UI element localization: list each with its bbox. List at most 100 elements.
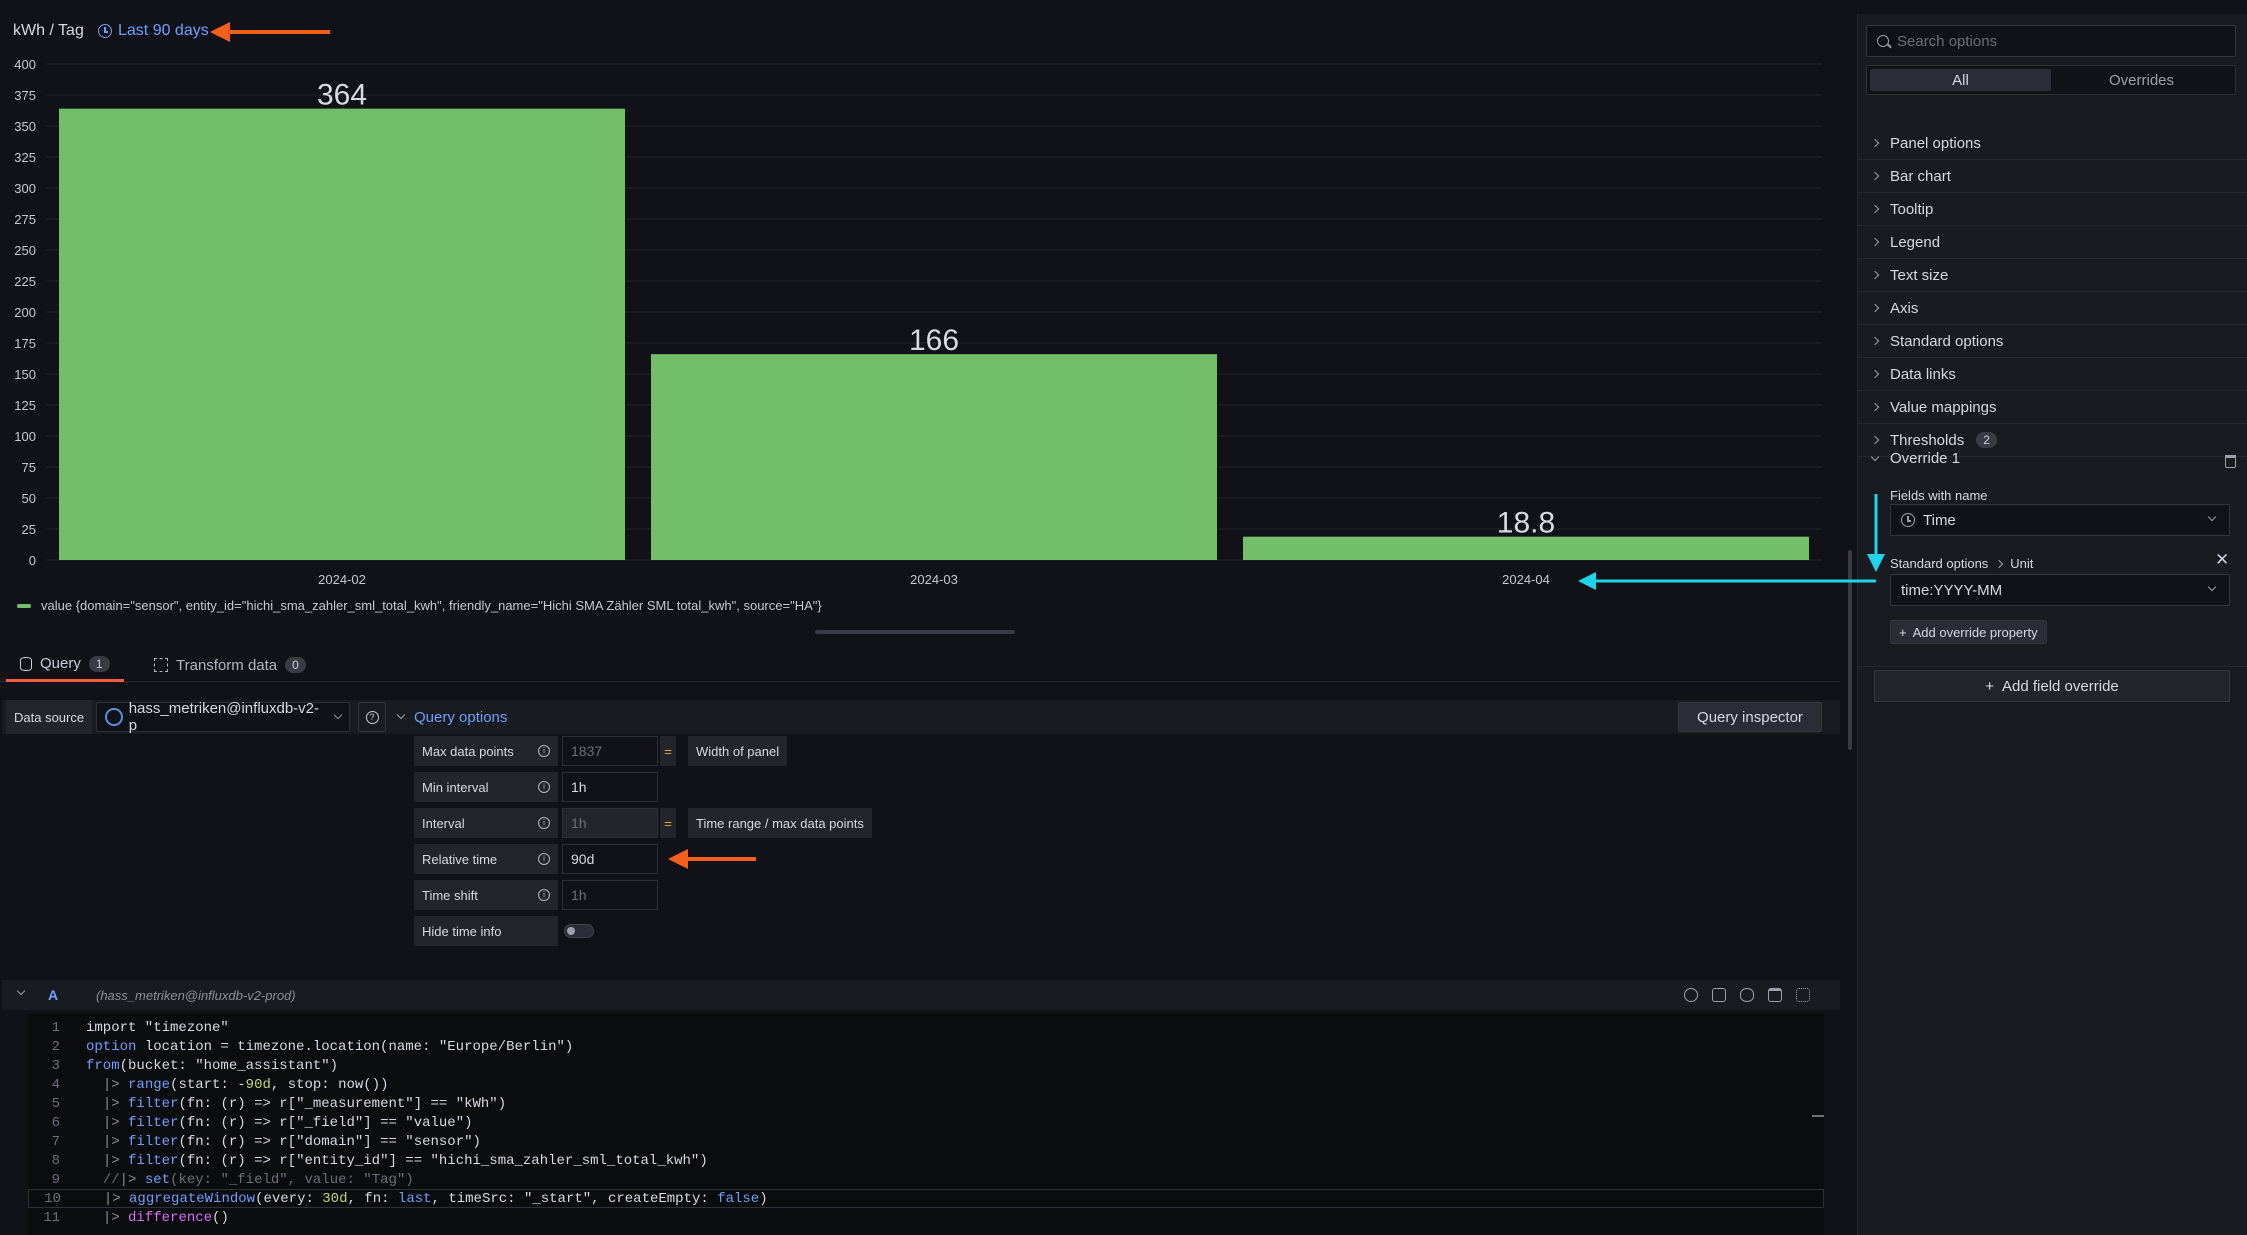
min-interval-input[interactable]: 1h	[562, 772, 658, 802]
bar-chart: 0 25 50 75 100 125 150 175 200 225 250 275 300 325 350…	[14, 57, 1822, 587]
equals-sign: =	[660, 736, 676, 766]
time-range-chip[interactable]: Last 90 days	[98, 22, 209, 40]
code-text: |> filter(fn: (r) => r["domain"] == "sen…	[102, 1133, 481, 1150]
code-line[interactable]: 10 |> aggregateWindow(every: 30d, fn: la…	[28, 1189, 1824, 1208]
y-tick-label: 100	[14, 429, 36, 444]
y-tick-label: 50	[22, 491, 36, 506]
query-options-toggle[interactable]: Query options	[396, 700, 507, 734]
code-line[interactable]: 1 import "timezone"	[28, 1018, 1824, 1037]
option-category-tooltip[interactable]: Tooltip	[1858, 193, 2247, 226]
relative-time-input[interactable]: 90d	[562, 844, 658, 874]
chevron-down-icon	[2207, 512, 2217, 522]
query-inspector-button[interactable]: Query inspector	[1678, 702, 1822, 732]
override-title: Override 1	[1890, 450, 1961, 467]
bar-value-label: 18.8	[1497, 507, 1555, 540]
code-line[interactable]: 5 |> filter(fn: (r) => r["_measurement"]…	[28, 1094, 1824, 1113]
code-line[interactable]: 8 |> filter(fn: (r) => r["entity_id"] ==…	[28, 1151, 1824, 1170]
override-1-header[interactable]: Override 1	[1858, 442, 2247, 475]
x-tick-label: 2024-03	[910, 572, 958, 587]
plus-icon: +	[1899, 624, 1907, 640]
y-tick-label: 250	[14, 243, 36, 258]
code-text: import "timezone"	[86, 1019, 229, 1036]
datasource-label: Data source	[6, 700, 93, 734]
chevron-right-icon	[1870, 336, 1880, 346]
hide-time-info-toggle[interactable]	[564, 924, 594, 938]
y-tick-label: 25	[22, 522, 36, 537]
bar-value-label: 364	[317, 79, 367, 112]
option-category-bar-chart[interactable]: Bar chart	[1858, 160, 2247, 193]
search-options-input[interactable]: Search options	[1866, 25, 2236, 57]
trash-icon[interactable]	[2225, 455, 2236, 468]
collapse-chevron-icon[interactable]	[16, 986, 26, 996]
y-tick-label: 325	[14, 150, 36, 165]
code-text: //|> set(key: "_field", value: "Tag")	[102, 1171, 414, 1188]
datasource-value: hass_metriken@influxdb-v2-p	[128, 700, 320, 734]
y-tick-label: 0	[29, 553, 36, 568]
interval-label: Interval i	[414, 808, 558, 838]
close-icon[interactable]: ✕	[2215, 550, 2230, 569]
code-line[interactable]: 7 |> filter(fn: (r) => r["domain"] == "s…	[28, 1132, 1824, 1151]
info-icon: i	[538, 781, 550, 793]
code-text: |> aggregateWindow(every: 30d, fn: last,…	[103, 1190, 768, 1207]
time-shift-input[interactable]: 1h	[562, 880, 658, 910]
query-ref-id[interactable]: A	[48, 987, 59, 1003]
segment-overrides[interactable]: Overrides	[2108, 71, 2175, 89]
property-path-category: Standard options	[1890, 556, 1989, 571]
code-line[interactable]: 9 //|> set(key: "_field", value: "Tag")	[28, 1170, 1824, 1189]
plus-icon: +	[1985, 677, 1995, 695]
query-toolbar: Data source hass_metriken@influxdb-v2-p …	[2, 700, 1840, 734]
option-category-standard-options[interactable]: Standard options	[1858, 325, 2247, 358]
equals-sign: =	[660, 808, 676, 838]
y-tick-label: 375	[14, 88, 36, 103]
y-tick-label: 350	[14, 119, 36, 134]
option-category-legend[interactable]: Legend	[1858, 226, 2247, 259]
drag-handle-icon[interactable]	[1796, 988, 1810, 1002]
query-row-header[interactable]: A (hass_metriken@influxdb-v2-prod)	[2, 980, 1840, 1010]
tab-query[interactable]: Query 1	[6, 648, 124, 682]
datasource-picker[interactable]: hass_metriken@influxdb-v2-p	[96, 700, 350, 734]
segment-all[interactable]: All	[1870, 69, 2051, 91]
code-line[interactable]: 3 from(bucket: "home_assistant")	[28, 1056, 1824, 1075]
field-name-select[interactable]: Time	[1890, 504, 2230, 536]
add-override-property-button[interactable]: + Add override property	[1890, 620, 2047, 644]
option-category-value-mappings[interactable]: Value mappings	[1858, 391, 2247, 424]
unit-select[interactable]: time:YYYY-MM	[1890, 574, 2230, 606]
code-text: |> filter(fn: (r) => r["entity_id"] == "…	[102, 1152, 708, 1169]
options-pane: Search options All Overrides Panel optio…	[1857, 14, 2247, 1235]
override-property-path: Standard options Unit	[1890, 556, 2033, 571]
option-category-label: Panel options	[1890, 134, 1981, 152]
code-editor[interactable]: 1 import "timezone" 2 option location = tim…	[28, 1014, 1824, 1235]
option-category-axis[interactable]: Axis	[1858, 292, 2247, 325]
database-icon	[20, 656, 32, 671]
chart-legend[interactable]: value {domain="sensor", entity_id="hichi…	[17, 598, 822, 613]
clock-icon	[1901, 513, 1915, 527]
line-number: 9	[51, 1171, 60, 1188]
editor-tabs: Query 1 Transform data 0	[0, 648, 1840, 682]
chevron-right-icon	[1870, 303, 1880, 313]
option-category-text-size[interactable]: Text size	[1858, 259, 2247, 292]
option-category-panel-options[interactable]: Panel options	[1858, 127, 2247, 160]
code-line[interactable]: 4 |> range(start: -90d, stop: now())	[28, 1075, 1824, 1094]
chevron-right-icon	[1870, 171, 1880, 181]
max-data-points-input[interactable]: 1837	[562, 736, 658, 766]
trash-icon[interactable]	[1768, 988, 1782, 1002]
help-icon[interactable]	[1684, 988, 1698, 1002]
code-line[interactable]: 6 |> filter(fn: (r) => r["_field"] == "v…	[28, 1113, 1824, 1132]
option-category-data-links[interactable]: Data links	[1858, 358, 2247, 391]
datasource-help-button[interactable]: ?	[358, 702, 386, 732]
pane-splitter-handle[interactable]	[815, 630, 1015, 634]
add-field-override-button[interactable]: + Add field override	[1874, 670, 2230, 702]
tab-transform-count: 0	[285, 657, 306, 673]
option-category-thresholds[interactable]: Thresholds 2	[1858, 424, 2247, 457]
option-category-label: Text size	[1890, 266, 1949, 284]
eye-icon[interactable]	[1740, 988, 1754, 1002]
option-category-label: Legend	[1890, 233, 1941, 251]
vertical-scrollbar[interactable]	[1848, 550, 1852, 750]
line-number: 11	[43, 1209, 60, 1226]
tab-transform-data[interactable]: Transform data 0	[140, 648, 320, 682]
code-line[interactable]: 11 |> difference()	[28, 1208, 1824, 1227]
tab-transform-label: Transform data	[176, 656, 278, 674]
duplicate-icon[interactable]	[1712, 988, 1726, 1002]
hide-time-info-label: Hide time info	[414, 916, 558, 946]
code-line[interactable]: 2 option location = timezone.location(nam…	[28, 1037, 1824, 1056]
